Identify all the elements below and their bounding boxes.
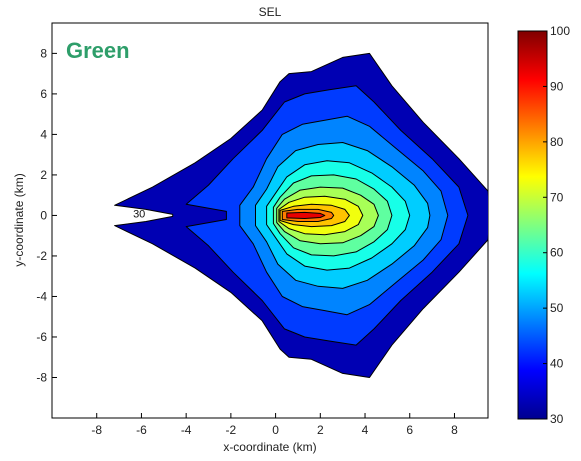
contour-label-group: 30 [133,208,145,220]
y-axis-label: y-coordinate (km) [12,173,26,266]
y-tick-label: 2 [40,168,47,182]
colorbar-tick-label: 50 [550,301,564,315]
x-tick-label: 6 [406,423,413,437]
x-tick-label: 4 [362,423,369,437]
y-tick-label: 0 [40,208,47,222]
contour-label: 30 [133,208,145,220]
colorbar-tick-label: 100 [550,24,570,38]
y-tick-label: 4 [40,127,47,141]
colorbar-tick-label: 70 [550,190,564,204]
y-tick-label: 8 [40,46,47,60]
x-axis-label: x-coordinate (km) [223,440,316,454]
colorbar [517,30,548,420]
contour-level-90 [286,211,326,219]
x-tick-label: 2 [317,423,324,437]
contour-fill-group [114,52,488,378]
y-axis: -8 -6 -4 -2 0 2 4 6 8 [36,46,57,384]
x-tick-label: -2 [226,423,237,437]
x-axis: -8 -6 -4 -2 0 2 4 6 8 [91,413,458,437]
x-tick-label: 8 [451,423,458,437]
y-tick-label: -8 [36,370,47,384]
colorbar-tick-label: 80 [550,135,564,149]
colorbar-tick-label: 90 [550,79,564,93]
y-tick-label: 6 [40,87,47,101]
x-tick-label: -4 [181,423,192,437]
y-tick-label: -6 [36,330,47,344]
y-tick-label: -2 [36,249,47,263]
colorbar-tick-label: 60 [550,246,564,260]
x-tick-label: 0 [272,423,279,437]
x-tick-label: -6 [136,423,147,437]
colorbar-tick-label: 40 [550,357,564,371]
x-tick-label: -8 [91,423,102,437]
y-tick-label: -4 [36,289,47,303]
annotation-green: Green [66,38,130,63]
colorbar-axis: 30 40 50 60 70 80 90 100 [543,24,570,426]
chart-title: SEL [259,5,282,19]
colorbar-tick-label: 30 [550,412,564,426]
